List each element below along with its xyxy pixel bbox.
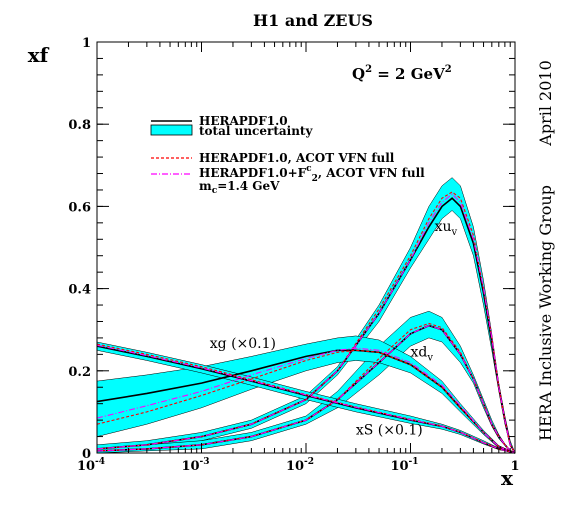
legend-acot-label: HERAPDF1.0, ACOT VFN full — [199, 151, 395, 165]
x-tick-label: 1 — [510, 459, 519, 474]
legend-band-swatch — [150, 124, 193, 136]
legend-central-label: HERAPDF1.0 — [199, 114, 288, 128]
y-tick-label: 0.2 — [68, 365, 91, 380]
y-tick-label: 0.4 — [68, 283, 91, 298]
xuv-acot-f2c-line — [96, 193, 516, 454]
x-tick-label: 10-2 — [286, 457, 314, 474]
side-label: HERA Inclusive Working Group — [536, 185, 555, 441]
xs-0-1-acot-f2c-line — [96, 344, 516, 454]
y-tick-label: 1 — [82, 36, 91, 51]
chart-title: H1 and ZEUS — [253, 11, 373, 30]
y-tick-label: 0.6 — [68, 200, 91, 215]
xg-0-1-acot-f2c-line — [96, 347, 516, 454]
x-tick-label: 10-3 — [181, 457, 209, 474]
pdf-lines — [96, 191, 516, 454]
curve-labels: xuv xdv xg (×0.1) xS (×0.1) — [210, 219, 458, 438]
axes: 10-4 10-3 10-2 10-1 1 0 0.2 0.4 0.6 0.8 1 — [68, 36, 519, 474]
y-tick-label: 0.8 — [68, 118, 91, 133]
uncertainty-bands — [96, 177, 516, 454]
date-label: April 2010 — [536, 60, 555, 146]
q2-label: Q2 = 2 GeV2 — [352, 64, 452, 83]
xdv-curve-label: xdv — [411, 344, 434, 363]
legend-acot-f2c-label: HERAPDF1.0+Fc2, ACOT VFN full — [199, 164, 425, 184]
legend-band-label: total uncertainty — [199, 124, 313, 138]
xdv-acot-f2c-line — [96, 325, 516, 454]
xuv-curve-label: xuv — [435, 219, 458, 238]
x-tick-label: 10-1 — [390, 457, 418, 474]
xg-0-1-curve-label: xg (×0.1) — [210, 336, 276, 352]
x-tick-label: 10-4 — [77, 457, 105, 474]
legend: HERAPDF1.0 total uncertainty HERAPDF1.0,… — [150, 114, 425, 196]
x-axis-label: x — [501, 466, 514, 490]
legend-mass-label: mc=1.4 GeV — [199, 179, 280, 196]
xs-0-1-curve-label: xS (×0.1) — [356, 423, 423, 439]
y-axis-label: xf — [28, 43, 50, 67]
y-tick-label: 0 — [82, 447, 91, 462]
